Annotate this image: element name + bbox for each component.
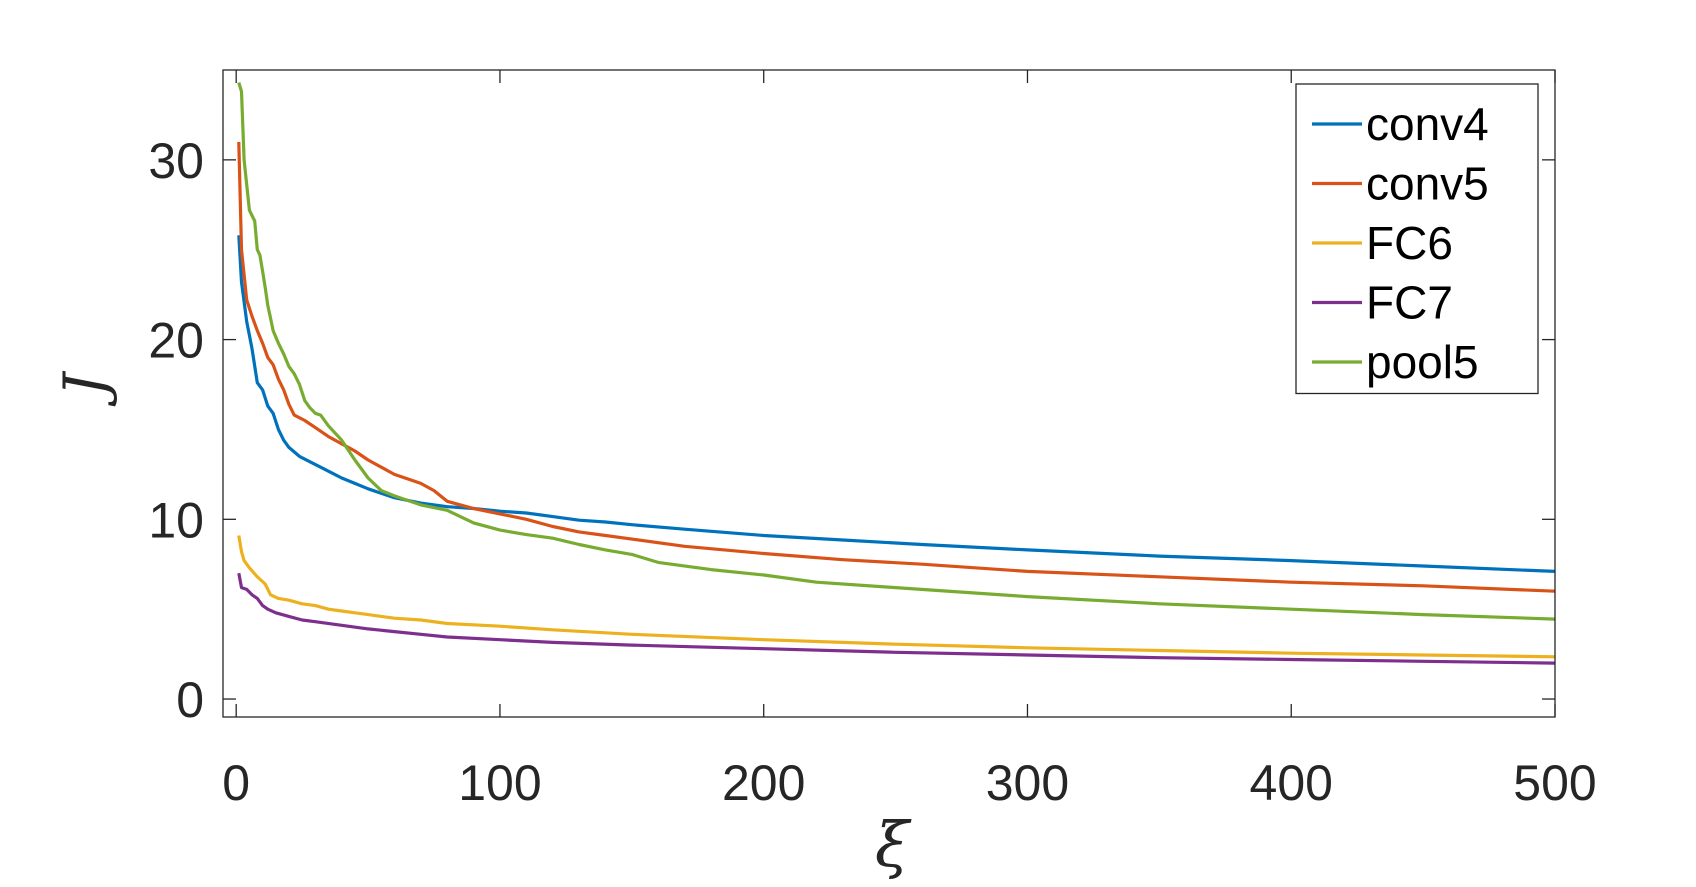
x-tick-label: 300 [986,755,1069,811]
legend-label-conv4: conv4 [1366,98,1489,150]
series-line-conv5 [237,141,1556,593]
y-tick-label: 10 [148,492,204,548]
y-tick-label: 20 [148,313,204,369]
series-line-conv4 [237,235,1556,573]
legend: conv4 conv5 FC6 FC7 pool5 [1295,83,1539,395]
series-line-FC6 [237,535,1556,659]
series-layer [237,82,1556,665]
x-axis-label: ξ [875,808,912,881]
series-line-FC7 [237,572,1556,665]
y-tick-label: 0 [176,672,204,728]
legend-label-FC7: FC7 [1366,277,1453,329]
x-tick-label: 100 [458,755,541,811]
legend-box [1295,83,1539,395]
x-tick-label: 500 [1513,755,1596,811]
series-line-pool5 [237,82,1556,621]
axes-layer: 0 100 200 300 400 500 0 10 20 30 [148,69,1597,811]
x-tick-label: 0 [222,755,250,811]
x-tick-label: 200 [722,755,805,811]
legend-label-conv5: conv5 [1366,158,1489,210]
legend-label-pool5: pool5 [1366,336,1479,388]
x-tick-label: 400 [1250,755,1333,811]
legend-label-FC6: FC6 [1366,217,1453,269]
y-tick-label: 30 [148,133,204,189]
axes-box [222,69,1556,718]
